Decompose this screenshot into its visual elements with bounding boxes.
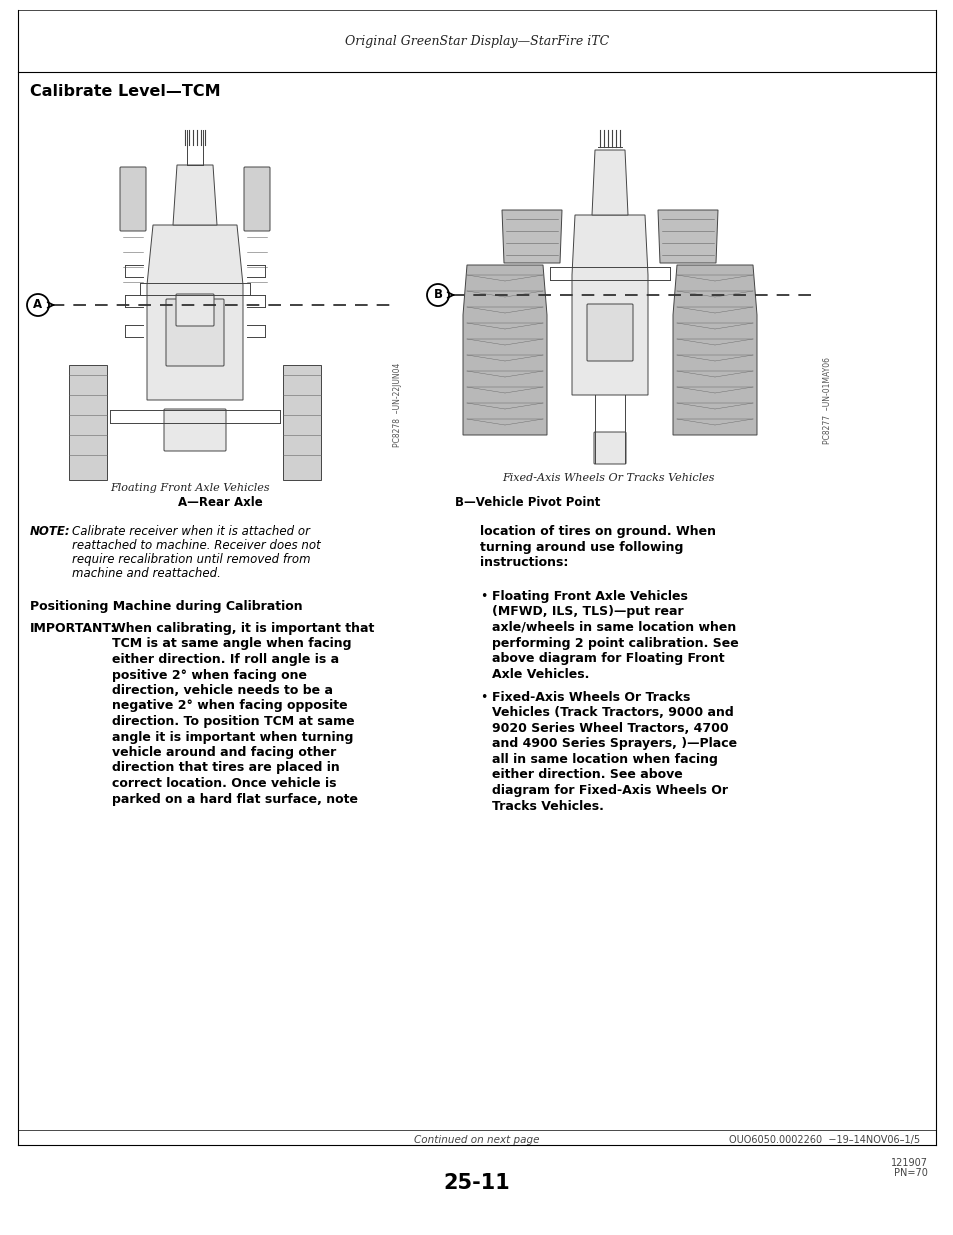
- Text: Fixed-Axis Wheels Or Tracks Vehicles: Fixed-Axis Wheels Or Tracks Vehicles: [501, 473, 714, 483]
- Polygon shape: [658, 210, 718, 263]
- Text: 121907: 121907: [890, 1158, 927, 1168]
- Text: •: •: [479, 692, 487, 704]
- FancyBboxPatch shape: [120, 167, 146, 231]
- Text: Original GreenStar Display—StarFire iTC: Original GreenStar Display—StarFire iTC: [345, 36, 608, 48]
- Text: A: A: [33, 299, 43, 311]
- Text: PC8277  –UN-01MAY06: PC8277 –UN-01MAY06: [822, 357, 832, 443]
- Polygon shape: [283, 366, 320, 480]
- FancyBboxPatch shape: [164, 409, 226, 451]
- FancyBboxPatch shape: [244, 167, 270, 231]
- FancyBboxPatch shape: [166, 299, 224, 366]
- FancyBboxPatch shape: [586, 304, 633, 361]
- Circle shape: [427, 284, 449, 306]
- Text: IMPORTANT:: IMPORTANT:: [30, 622, 116, 635]
- Text: turning around use following: turning around use following: [479, 541, 682, 553]
- Text: angle it is important when turning: angle it is important when turning: [112, 730, 353, 743]
- Text: axle/wheels in same location when: axle/wheels in same location when: [492, 621, 736, 634]
- Text: PC8278  –UN-22JUN04: PC8278 –UN-22JUN04: [393, 363, 402, 447]
- Text: •: •: [479, 590, 487, 603]
- Text: 9020 Series Wheel Tractors, 4700: 9020 Series Wheel Tractors, 4700: [492, 722, 728, 735]
- Text: above diagram for Floating Front: above diagram for Floating Front: [492, 652, 724, 664]
- Polygon shape: [592, 149, 627, 215]
- Text: PN=70: PN=70: [893, 1168, 927, 1178]
- Polygon shape: [147, 225, 243, 400]
- Text: NOTE:: NOTE:: [30, 525, 71, 538]
- Text: When calibrating, it is important that: When calibrating, it is important that: [112, 622, 374, 635]
- Text: Calibrate receiver when it is attached or: Calibrate receiver when it is attached o…: [71, 525, 310, 538]
- Polygon shape: [672, 266, 757, 435]
- Text: instructions:: instructions:: [479, 556, 568, 569]
- Text: Fixed-Axis Wheels Or Tracks: Fixed-Axis Wheels Or Tracks: [492, 692, 690, 704]
- Text: (MFWD, ILS, TLS)—put rear: (MFWD, ILS, TLS)—put rear: [492, 605, 683, 619]
- Text: vehicle around and facing other: vehicle around and facing other: [112, 746, 335, 760]
- Text: reattached to machine. Receiver does not: reattached to machine. Receiver does not: [71, 538, 320, 552]
- Text: all in same location when facing: all in same location when facing: [492, 753, 717, 766]
- Text: either direction. If roll angle is a: either direction. If roll angle is a: [112, 653, 338, 666]
- Text: correct location. Once vehicle is: correct location. Once vehicle is: [112, 777, 336, 790]
- Polygon shape: [69, 366, 107, 480]
- Text: require recalibration until removed from: require recalibration until removed from: [71, 553, 311, 566]
- Text: TCM is at same angle when facing: TCM is at same angle when facing: [112, 637, 351, 651]
- Text: B: B: [433, 289, 442, 301]
- Text: Positioning Machine during Calibration: Positioning Machine during Calibration: [30, 600, 302, 613]
- Text: Floating Front Axle Vehicles: Floating Front Axle Vehicles: [492, 590, 687, 603]
- Polygon shape: [572, 215, 647, 395]
- Polygon shape: [172, 165, 216, 225]
- Text: Continued on next page: Continued on next page: [414, 1135, 539, 1145]
- Text: performing 2 point calibration. See: performing 2 point calibration. See: [492, 636, 738, 650]
- Text: Tracks Vehicles.: Tracks Vehicles.: [492, 799, 603, 813]
- Text: direction, vehicle needs to be a: direction, vehicle needs to be a: [112, 684, 333, 697]
- Text: OUO6050.0002260  −19–14NOV06–1/5: OUO6050.0002260 −19–14NOV06–1/5: [728, 1135, 919, 1145]
- Text: either direction. See above: either direction. See above: [492, 768, 682, 782]
- Text: Vehicles (Track Tractors, 9000 and: Vehicles (Track Tractors, 9000 and: [492, 706, 733, 720]
- Text: positive 2° when facing one: positive 2° when facing one: [112, 668, 307, 682]
- Text: Axle Vehicles.: Axle Vehicles.: [492, 667, 589, 680]
- Text: location of tires on ground. When: location of tires on ground. When: [479, 525, 716, 538]
- Text: machine and reattached.: machine and reattached.: [71, 567, 221, 580]
- Polygon shape: [501, 210, 561, 263]
- Text: and 4900 Series Sprayers, )—Place: and 4900 Series Sprayers, )—Place: [492, 737, 737, 751]
- Polygon shape: [462, 266, 546, 435]
- Text: Calibrate Level—TCM: Calibrate Level—TCM: [30, 84, 220, 100]
- Text: negative 2° when facing opposite: negative 2° when facing opposite: [112, 699, 347, 713]
- Circle shape: [27, 294, 49, 316]
- Text: direction. To position TCM at same: direction. To position TCM at same: [112, 715, 355, 727]
- Text: Floating Front Axle Vehicles: Floating Front Axle Vehicles: [111, 483, 270, 493]
- Text: parked on a hard flat surface, note: parked on a hard flat surface, note: [112, 793, 357, 805]
- Text: diagram for Fixed-Axis Wheels Or: diagram for Fixed-Axis Wheels Or: [492, 784, 727, 797]
- Text: direction that tires are placed in: direction that tires are placed in: [112, 762, 339, 774]
- FancyBboxPatch shape: [594, 432, 625, 464]
- FancyBboxPatch shape: [175, 294, 213, 326]
- Text: A—Rear Axle: A—Rear Axle: [177, 496, 262, 510]
- Text: 25-11: 25-11: [443, 1173, 510, 1193]
- Text: B—Vehicle Pivot Point: B—Vehicle Pivot Point: [455, 496, 599, 510]
